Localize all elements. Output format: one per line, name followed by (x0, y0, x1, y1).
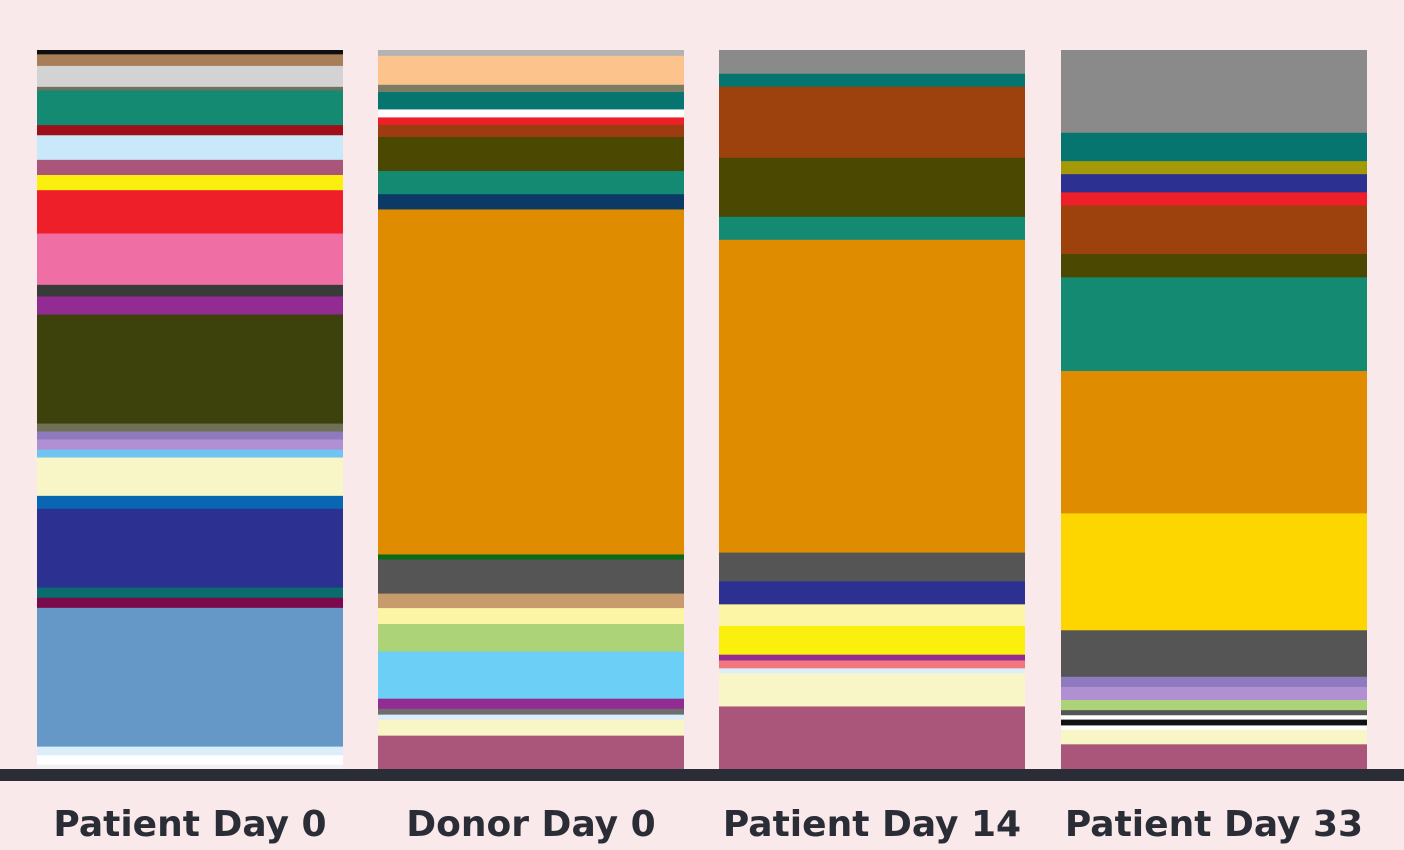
bar-segment (1061, 161, 1367, 175)
bar-segment (378, 109, 684, 118)
bar-segment (1061, 700, 1367, 711)
bar-segment (719, 552, 1025, 582)
bar-segment (378, 593, 684, 609)
bar-segment (719, 157, 1025, 218)
x-tick-label: Donor Day 0 (406, 804, 656, 845)
bar-segment (37, 135, 343, 161)
bar-segment (1061, 513, 1367, 631)
bar-segment (378, 136, 684, 172)
bar-segment (1061, 371, 1367, 514)
bar-segment (1061, 715, 1367, 721)
bar-segment (37, 125, 343, 136)
bar-segment (37, 495, 343, 510)
bar-segment (719, 216, 1025, 241)
bar-segment (1061, 254, 1367, 278)
bar-segment (37, 457, 343, 497)
bar-segment (37, 90, 343, 126)
stacked-bar-chart (0, 50, 1404, 781)
bar-segment (719, 239, 1025, 553)
bar-segment (1061, 205, 1367, 255)
bar-segment (37, 50, 343, 55)
bar-segment (719, 654, 1025, 661)
bar-segment (719, 625, 1025, 656)
bar-segment (378, 117, 684, 126)
bar-segment (719, 706, 1025, 770)
bar-segment (719, 668, 1025, 674)
bar-segment (719, 73, 1025, 88)
bar-segment (1061, 710, 1367, 716)
bar-segment (378, 708, 684, 716)
bar-segment (378, 735, 684, 770)
bar-segment (378, 50, 684, 57)
bar-segment (1061, 630, 1367, 678)
x-axis-labels: Patient Day 0 Donor Day 0 Patient Day 14… (0, 800, 1404, 850)
bar-segment (719, 660, 1025, 669)
bar-segment (378, 559, 684, 594)
x-tick-label: Patient Day 14 (722, 804, 1022, 845)
bar-segment (719, 50, 1025, 75)
bar-segment (37, 431, 343, 440)
bar-segment (378, 124, 684, 138)
bar-segment (1061, 676, 1367, 688)
bar-segment (1061, 686, 1367, 701)
bar-segment (37, 597, 343, 609)
bar-segment (378, 55, 684, 86)
bar-segment (1061, 719, 1367, 726)
bar-segment (719, 581, 1025, 605)
bar-segment (378, 554, 684, 560)
bar-segment (37, 296, 343, 315)
bar-segment (37, 423, 343, 432)
x-tick-label: Patient Day 33 (1064, 804, 1364, 845)
bar-segment (37, 607, 343, 747)
bar-segment (37, 284, 343, 297)
x-axis-line (0, 769, 1404, 781)
bar-segment (37, 54, 343, 67)
bar-segment (1061, 277, 1367, 372)
bar-segment (378, 651, 684, 700)
bar-segment (37, 86, 343, 91)
bar-segment (37, 587, 343, 599)
bar-segment (37, 439, 343, 451)
bar-segment (378, 171, 684, 195)
bar-segment (378, 84, 684, 93)
bar-segment (719, 604, 1025, 627)
bar-segment (378, 714, 684, 721)
bar-segment (719, 673, 1025, 707)
bar-segment (37, 755, 343, 766)
bar-segment (37, 449, 343, 458)
bar-segment (37, 233, 343, 286)
x-tick-label: Patient Day 0 (53, 804, 327, 845)
bar-segment (1061, 50, 1367, 134)
bars-group (37, 50, 1367, 770)
bar-segment (1061, 174, 1367, 193)
bar-segment (378, 698, 684, 710)
bar-segment (37, 175, 343, 191)
bar-segment (37, 190, 343, 234)
bar-segment (37, 65, 343, 88)
bar-segment (378, 194, 684, 210)
bar-segment (719, 86, 1025, 159)
bar-segment (37, 764, 343, 770)
bar-segment (37, 508, 343, 589)
bar-segment (37, 159, 343, 176)
bar-segment (37, 746, 343, 756)
bar-segment (1061, 729, 1367, 745)
bar-segment (378, 608, 684, 625)
bar-segment (378, 719, 684, 737)
bar-segment (1061, 725, 1367, 731)
bar-segment (378, 92, 684, 110)
bar-segment (1061, 132, 1367, 162)
bar-segment (37, 314, 343, 424)
bar-segment (1061, 744, 1367, 770)
bar-segment (378, 624, 684, 652)
bar-segment (1061, 192, 1367, 206)
bar-segment (378, 209, 684, 555)
